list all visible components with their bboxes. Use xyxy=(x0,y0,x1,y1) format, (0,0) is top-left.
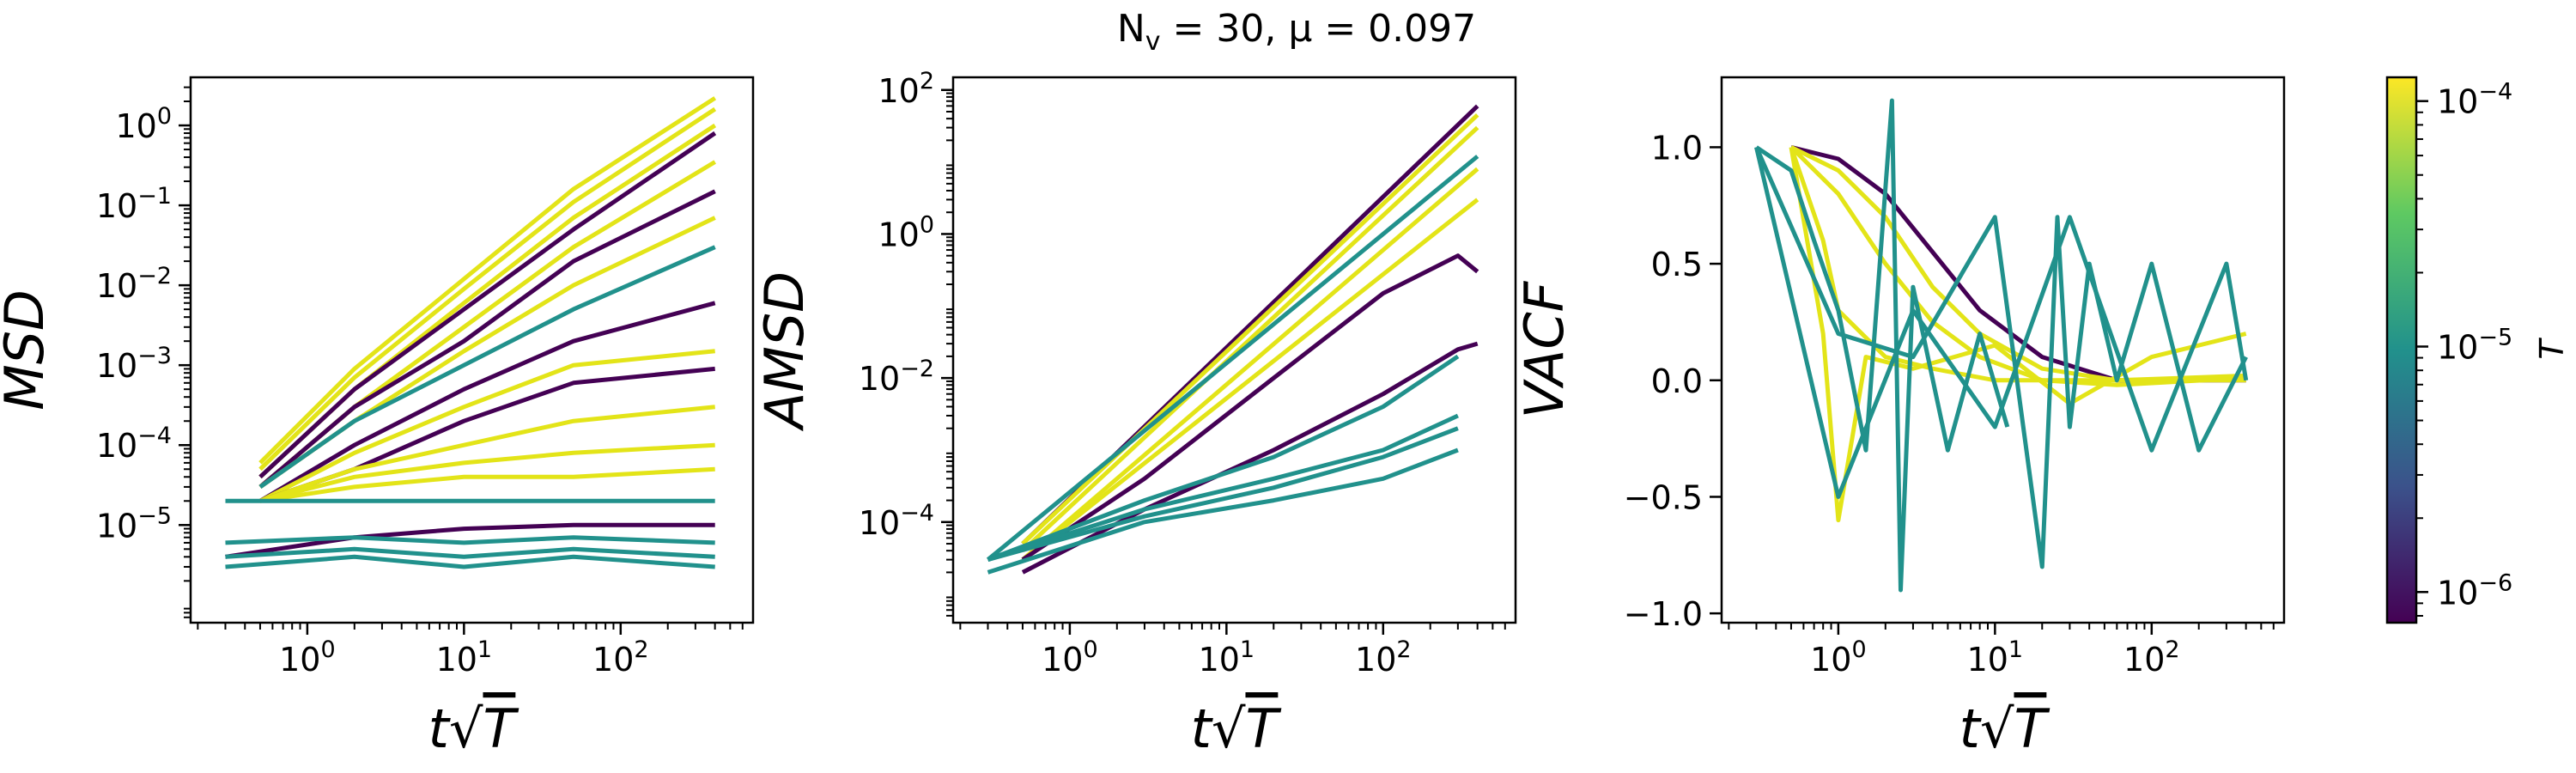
msd-series-line-16 xyxy=(225,535,715,545)
amsd-x-axis-label: t√T xyxy=(1191,697,1282,760)
colorbar-tick-label: 10−6 xyxy=(2437,569,2512,612)
colorbar-label: T xyxy=(2533,338,2571,360)
vacf-panel: 100 101 102 −1.0 −0.5 0.0 0.5 1.0 t√T VACF xyxy=(1513,76,2286,760)
vacf-series-group xyxy=(1754,98,2249,593)
colorbar: 10−6 10−5 10−4 T xyxy=(2385,76,2571,624)
amsd-y-tick-label: 10−4 xyxy=(859,500,934,542)
vacf-series-line-1 xyxy=(1789,145,2246,383)
vacf-x-tick-label: 100 xyxy=(1810,636,1867,679)
msd-series-line-18 xyxy=(225,554,715,569)
amsd-x-tick-label: 102 xyxy=(1355,636,1412,679)
amsd-series-line-4 xyxy=(1021,167,1479,562)
amsd-panel: 100 101 102 10−4 10−2 100 102 t√T AMSD xyxy=(753,68,1517,760)
msd-x-axis-label: t√T xyxy=(428,697,519,760)
msd-y-tick-label: 10−3 xyxy=(96,343,172,385)
amsd-series-line-9 xyxy=(987,413,1459,562)
vacf-series-line-7 xyxy=(1754,146,2249,499)
amsd-series-line-2 xyxy=(1021,125,1479,553)
vacf-series-line-6 xyxy=(1754,146,2248,569)
vacf-axes-frame xyxy=(1720,76,2286,624)
vacf-series-line-3 xyxy=(1789,146,2246,383)
msd-x-tick-label: 101 xyxy=(436,636,493,679)
amsd-series-line-1 xyxy=(1021,113,1479,545)
msd-panel: 100 101 102 10−5 10−4 10−3 10−2 10−1 100 t√T MSD xyxy=(0,76,755,760)
amsd-y-axis-label: AMSD xyxy=(753,271,816,432)
amsd-series-line-11 xyxy=(987,447,1459,575)
msd-series-group xyxy=(225,96,717,569)
msd-series-line-1 xyxy=(258,107,717,472)
colorbar-ticks: 10−6 10−5 10−4 xyxy=(2416,79,2512,617)
msd-series-line-17 xyxy=(225,546,715,559)
msd-series-line-15 xyxy=(225,522,715,559)
msd-y-tick-label: 10−2 xyxy=(96,263,172,305)
vacf-series-line-0 xyxy=(1790,144,2246,383)
vacf-y-tick-label: −1.0 xyxy=(1624,595,1703,633)
msd-series-line-13 xyxy=(259,466,715,503)
amsd-x-tick-label: 100 xyxy=(1042,636,1098,679)
msd-y-tick-label: 10−5 xyxy=(96,502,172,545)
amsd-series-line-10 xyxy=(987,426,1459,563)
amsd-series-line-8 xyxy=(987,354,1460,562)
msd-series-line-11 xyxy=(259,405,715,503)
msd-series-line-10 xyxy=(259,366,715,503)
amsd-series-group xyxy=(986,104,1479,575)
msd-series-line-9 xyxy=(258,349,715,503)
amsd-y-tick-label: 100 xyxy=(878,211,934,253)
msd-x-tick-label: 100 xyxy=(279,636,336,679)
msd-series-line-0 xyxy=(258,96,717,465)
msd-series-line-12 xyxy=(259,442,715,503)
msd-y-tick-label: 10−1 xyxy=(96,183,172,225)
msd-y-tick-label: 10−4 xyxy=(96,423,172,465)
amsd-x-tick-label: 101 xyxy=(1199,636,1255,679)
msd-y-tick-label: 100 xyxy=(115,103,172,145)
colorbar-tick-label: 10−4 xyxy=(2437,79,2512,121)
vacf-y-tick-label: 1.0 xyxy=(1651,129,1703,167)
amsd-series-line-6 xyxy=(1021,253,1479,562)
figure-title: Nv = 30, μ = 0.097 xyxy=(1117,7,1476,57)
amsd-y-tick-label: 102 xyxy=(878,68,934,110)
msd-x-tick-label: 102 xyxy=(592,636,649,679)
vacf-y-axis-label: VACF xyxy=(1513,280,1576,418)
vacf-x-tick-label: 101 xyxy=(1967,636,2024,679)
msd-y-axis-label: MSD xyxy=(0,289,56,411)
msd-series-line-3 xyxy=(258,131,717,479)
msd-axes-frame xyxy=(189,76,755,624)
vacf-y-tick-label: 0.5 xyxy=(1651,246,1703,283)
vacf-y-tick-label: −0.5 xyxy=(1624,478,1703,516)
vacf-y-tick-label: 0.0 xyxy=(1651,362,1703,400)
msd-series-line-7 xyxy=(258,245,716,489)
msd-series-line-8 xyxy=(258,301,716,503)
vacf-x-tick-label: 102 xyxy=(2123,636,2180,679)
amsd-axes-frame xyxy=(951,76,1517,624)
colorbar-gradient xyxy=(2385,76,2418,624)
vacf-x-axis-label: t√T xyxy=(1959,697,2050,760)
amsd-y-tick-label: 10−2 xyxy=(859,356,934,398)
vacf-series-line-5 xyxy=(1755,98,2010,593)
colorbar-tick-label: 10−5 xyxy=(2437,324,2512,366)
amsd-series-line-3 xyxy=(986,155,1479,562)
msd-series-line-5 xyxy=(258,189,716,489)
amsd-series-line-5 xyxy=(1021,198,1479,562)
